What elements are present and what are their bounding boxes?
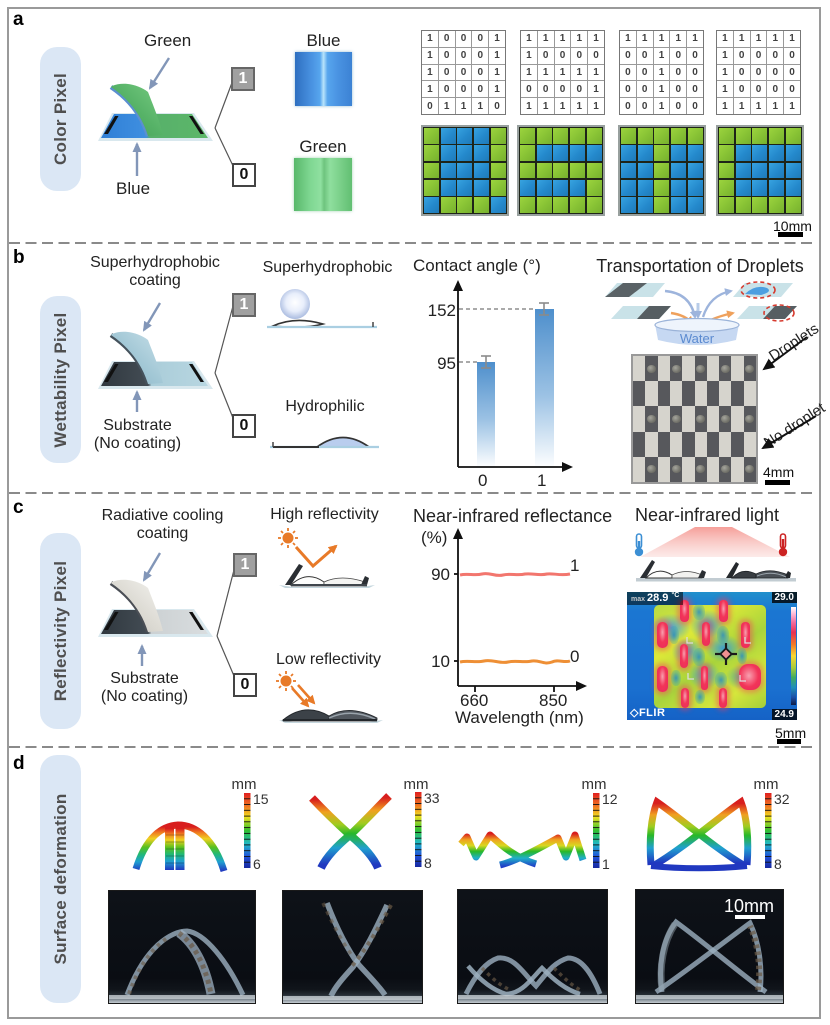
svg-text:Water: Water <box>680 331 715 346</box>
svg-text:10mm: 10mm <box>724 896 774 916</box>
